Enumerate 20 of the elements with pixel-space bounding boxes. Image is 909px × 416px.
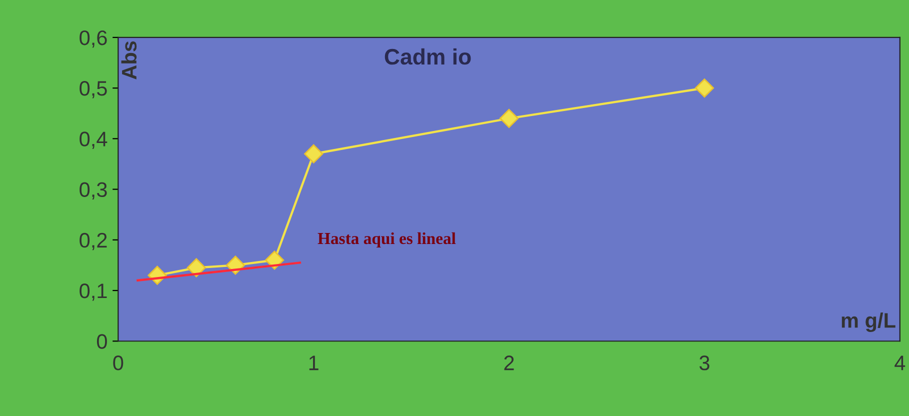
x-tick-label: 0 [113,356,124,370]
chart-title: Cadm io [384,48,471,65]
x-tick-label: 2 [504,356,514,370]
x-tick-label: 3 [699,356,710,370]
y-tick-label: 0,3 [80,182,107,200]
y-tick-label: 0,6 [80,30,107,48]
x-tick-label: 1 [309,356,318,370]
x-tick-label: 4 [894,356,906,370]
y-tick-label: 0,2 [80,232,107,250]
point [186,258,206,278]
point [694,78,714,98]
annotation: Hasta aqui es lineal [318,232,456,248]
point [500,108,519,128]
y-tick-label: 0,1 [80,284,107,301]
y-tick-label: 0,5 [80,81,107,98]
y-tick-label: 0 [96,334,107,349]
y-tick-label: 0,4 [80,132,108,149]
x-axis-title: m g/L [842,312,896,332]
point [304,144,324,164]
y-axis-title: Abs [121,41,137,80]
